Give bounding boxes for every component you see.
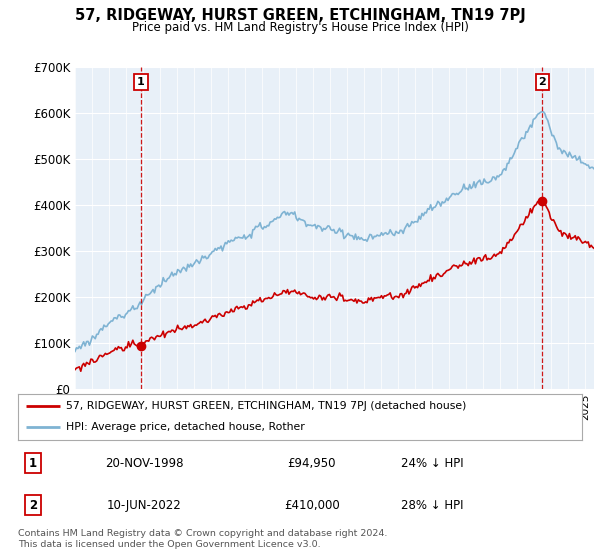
Text: 57, RIDGEWAY, HURST GREEN, ETCHINGHAM, TN19 7PJ (detached house): 57, RIDGEWAY, HURST GREEN, ETCHINGHAM, T… [66, 401, 466, 411]
Text: 1: 1 [137, 77, 145, 87]
Text: 2: 2 [538, 77, 546, 87]
Text: 28% ↓ HPI: 28% ↓ HPI [401, 499, 463, 512]
Text: 24% ↓ HPI: 24% ↓ HPI [401, 457, 463, 470]
Text: Contains HM Land Registry data © Crown copyright and database right 2024.
This d: Contains HM Land Registry data © Crown c… [18, 529, 388, 549]
Text: HPI: Average price, detached house, Rother: HPI: Average price, detached house, Roth… [66, 422, 305, 432]
Text: Price paid vs. HM Land Registry's House Price Index (HPI): Price paid vs. HM Land Registry's House … [131, 21, 469, 34]
Text: 2: 2 [29, 499, 37, 512]
Text: 1: 1 [29, 457, 37, 470]
Text: 57, RIDGEWAY, HURST GREEN, ETCHINGHAM, TN19 7PJ: 57, RIDGEWAY, HURST GREEN, ETCHINGHAM, T… [74, 8, 526, 24]
Text: £410,000: £410,000 [284, 499, 340, 512]
Text: £94,950: £94,950 [288, 457, 336, 470]
Text: 10-JUN-2022: 10-JUN-2022 [107, 499, 181, 512]
Text: 20-NOV-1998: 20-NOV-1998 [105, 457, 183, 470]
